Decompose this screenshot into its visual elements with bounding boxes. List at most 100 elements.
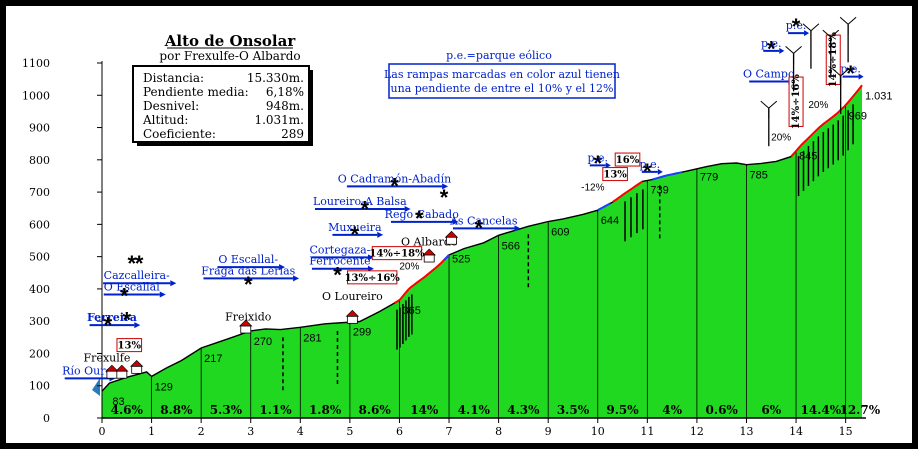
y-tick-label: 600	[29, 218, 50, 231]
legend-note-title: p.e.=parque eólico	[446, 49, 552, 62]
place-arrow-head	[367, 254, 374, 261]
y-tick-label: 1000	[22, 89, 50, 102]
place-label: O Albardo	[401, 235, 458, 248]
turbine-blade	[830, 29, 840, 38]
crossroad-asterisk: *	[135, 251, 144, 276]
x-tick-label: 4	[297, 425, 304, 438]
turbine-blade	[822, 29, 832, 38]
x-tick-label: 10	[591, 425, 605, 438]
altitude-label: 365	[402, 305, 420, 317]
chart-subtitle: por Frexulfe-O Albardo	[159, 49, 300, 63]
house-body	[106, 370, 118, 379]
crossroad-asterisk: *	[390, 174, 399, 199]
place-arrow-head	[514, 225, 521, 232]
crossroad-asterisk: *	[120, 283, 129, 308]
place-label: O Loureiro	[322, 290, 383, 303]
slope-label: 20%	[808, 100, 828, 111]
km-gradient-label: 12.7%	[839, 403, 880, 417]
turbine-blade	[847, 16, 857, 25]
chart-title: Alto de Onsolar	[164, 32, 297, 50]
altitude-label: 299	[353, 327, 371, 339]
moderate-segment	[652, 171, 683, 181]
wind-farm-arrow-head	[779, 47, 785, 54]
y-tick-label: 500	[29, 251, 50, 264]
turbine-blade	[832, 68, 842, 77]
profile-outline	[101, 84, 863, 392]
y-tick-label: 300	[29, 315, 50, 328]
wind-farm-arrow-head	[804, 30, 810, 37]
turbine-blade	[840, 68, 850, 77]
place-arrow-head	[159, 291, 166, 298]
slope-label: 20%	[771, 132, 791, 143]
place-label: O Escallal-	[218, 253, 278, 266]
km-gradient-label: 14%	[410, 403, 439, 417]
y-tick-label: 800	[29, 154, 50, 167]
place-arrow-head	[404, 206, 411, 212]
x-tick-label: 6	[396, 425, 403, 438]
crossroad-asterisk: *	[104, 312, 113, 337]
km-gradient-label: 4.1%	[458, 403, 491, 417]
x-tick-label: 9	[545, 425, 552, 438]
turbine-blade	[802, 23, 812, 32]
place-arrow-head	[279, 264, 286, 271]
crossroad-asterisk: *	[415, 206, 424, 231]
crossroad-asterisk: *	[123, 308, 132, 333]
km-gradient-label: 8.6%	[359, 403, 392, 417]
crossroad-asterisk: *	[440, 185, 449, 210]
altitude-label: 845	[799, 150, 817, 162]
altitude-label: 644	[601, 215, 619, 227]
altitude-label: 217	[204, 353, 222, 365]
turbine-blade	[810, 23, 820, 32]
place-label: Muxueira	[328, 221, 382, 234]
legend-note: p.e.=parque eólico Las rampas marcadas e…	[384, 49, 620, 99]
info-value: 1.031m.	[254, 113, 304, 127]
info-value: 6,18%	[266, 85, 304, 99]
y-tick-label: 1100	[22, 57, 50, 70]
crossroad-asterisk: *	[593, 151, 602, 176]
info-value: 948m.	[266, 99, 304, 113]
info-box: Distancia: 15.330m.Pendiente media: 6,18% D…	[132, 65, 313, 146]
altitude-label: 83	[112, 396, 124, 408]
gradient-box	[371, 246, 423, 261]
crossroad-asterisk: *	[474, 216, 483, 241]
km-gradient-label: 4.6%	[111, 403, 144, 417]
km-gradient-label: 4.3%	[507, 403, 540, 417]
altitude-label: 779	[700, 172, 718, 184]
gradient-box	[614, 152, 641, 167]
turbine-blade	[793, 45, 802, 54]
y-tick-label: 400	[29, 283, 50, 296]
crossroad-asterisk: *	[360, 196, 369, 221]
place-label: Cazcalleira-	[104, 269, 170, 282]
place-label: Freixido	[225, 311, 272, 324]
place-label: Loureiro-A Balsa	[313, 195, 407, 208]
x-tick-label: 7	[446, 425, 453, 438]
altitude-label: 739	[650, 185, 668, 197]
house-body	[446, 236, 457, 245]
wind-farm-arrow-head	[605, 162, 611, 169]
house-body	[423, 254, 435, 263]
x-tick-label: 8	[495, 425, 502, 438]
x-tick-label: 14	[789, 425, 803, 438]
altitude-label: 785	[749, 170, 767, 182]
gradient-box-label: 13%	[118, 341, 142, 352]
house-body	[131, 365, 143, 374]
info-value: 289	[281, 127, 304, 141]
start-marker	[92, 378, 100, 396]
turbine-blade	[760, 100, 770, 109]
km-gradient-label: 4%	[662, 403, 682, 417]
wind-farm-label: p.e.	[587, 151, 608, 164]
wind-farm-label: p.e.	[640, 158, 661, 171]
steep-segment	[394, 254, 450, 304]
km-gradient-label: 1.1%	[259, 403, 292, 417]
legend-note-line-2: una pendiente de entre el 10% y el 12%	[391, 82, 614, 95]
info-label: Coeficiente:	[143, 127, 216, 141]
x-tick-label: 3	[247, 425, 254, 438]
house-body	[346, 315, 358, 324]
slope-label: 20%	[399, 262, 419, 273]
altitude-label: 969	[849, 110, 867, 122]
place-label: O Campo	[743, 68, 795, 81]
y-tick-label: 900	[29, 122, 50, 135]
y-tick-label: 100	[29, 380, 50, 393]
moderate-segment	[443, 254, 450, 261]
